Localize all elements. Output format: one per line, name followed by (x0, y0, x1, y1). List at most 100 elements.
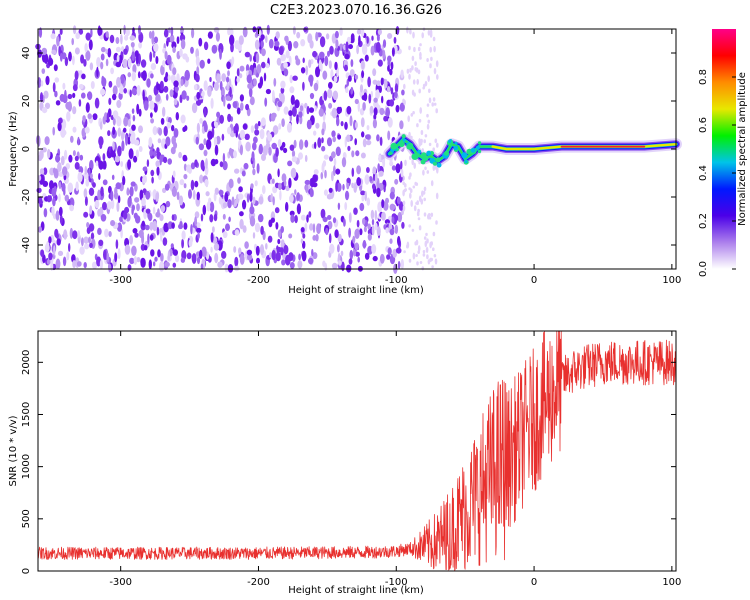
noise-speckle (383, 115, 388, 122)
noise-speckle (297, 260, 303, 269)
noise-speckle (186, 95, 190, 101)
noise-speckle (389, 228, 395, 236)
noise-speckle (196, 227, 202, 233)
noise-speckle (156, 226, 160, 236)
noise-speckle (175, 112, 179, 121)
noise-speckle-sparse (412, 185, 416, 189)
noise-speckle (371, 35, 374, 41)
noise-speckle (215, 32, 220, 42)
noise-speckle (55, 258, 61, 270)
noise-speckle (283, 244, 289, 255)
noise-speckle (181, 90, 187, 100)
noise-speckle (190, 46, 194, 54)
noise-speckle (74, 47, 80, 55)
noise-speckle (129, 134, 136, 145)
noise-speckle (158, 127, 163, 136)
noise-speckle-sparse (425, 232, 428, 237)
noise-speckle (369, 105, 374, 114)
noise-speckle (115, 37, 120, 44)
noise-speckle-sparse (423, 186, 427, 192)
noise-speckle (348, 212, 352, 223)
noise-speckle (225, 95, 232, 102)
noise-speckle (302, 240, 306, 249)
noise-speckle (155, 192, 159, 202)
noise-speckle (288, 177, 292, 189)
noise-speckle (112, 126, 116, 135)
noise-speckle (289, 74, 293, 84)
spectrogram-x-ticks: -300 -200 -100 0 100 (109, 29, 681, 286)
noise-speckle (123, 116, 129, 127)
noise-speckle (182, 154, 188, 161)
noise-speckle (334, 30, 339, 39)
noise-speckle (85, 32, 91, 41)
noise-speckle (55, 100, 61, 106)
noise-speckle (308, 211, 312, 218)
noise-speckle-sparse (429, 46, 433, 53)
noise-speckle (319, 51, 325, 59)
noise-speckle (151, 176, 154, 184)
noise-speckle (127, 137, 131, 145)
noise-speckle-sparse (421, 266, 425, 271)
noise-speckle (48, 236, 52, 244)
noise-speckle (304, 154, 308, 163)
noise-speckle-sparse (426, 123, 430, 130)
spectrogram-x-tick-label: 0 (531, 275, 537, 286)
noise-speckle (337, 202, 341, 210)
noise-speckle (324, 169, 327, 179)
colorbar-tick-label: 0.2 (698, 213, 709, 229)
signal-blotch (444, 150, 449, 156)
noise-speckle (227, 70, 230, 77)
noise-speckle (394, 224, 399, 234)
noise-speckle (109, 34, 115, 44)
noise-speckle (59, 214, 63, 225)
noise-speckle (91, 261, 98, 269)
noise-speckle (58, 193, 61, 203)
signal-blotch (477, 149, 482, 154)
noise-speckle-sparse (422, 250, 426, 254)
noise-speckle (298, 152, 303, 160)
noise-speckle (271, 112, 277, 119)
noise-speckle (371, 224, 375, 236)
noise-speckle (167, 158, 172, 165)
noise-speckle (57, 250, 64, 256)
noise-speckle (236, 107, 241, 115)
noise-speckle (329, 45, 334, 55)
noise-speckle-sparse (433, 102, 437, 106)
noise-speckle (112, 85, 118, 96)
noise-speckle (360, 117, 365, 128)
noise-speckle (116, 201, 120, 212)
noise-speckle (231, 196, 235, 206)
spectrogram-y-tick-label: 0 (21, 146, 32, 152)
colorbar-ticks: 0.0 0.2 0.4 0.6 0.8 (698, 69, 736, 277)
noise-speckle (112, 117, 116, 126)
noise-speckle-sparse (431, 102, 435, 107)
noise-speckle (57, 122, 62, 132)
noise-speckle (247, 83, 251, 89)
noise-speckle (188, 239, 193, 248)
noise-speckle (44, 243, 50, 253)
noise-speckle (191, 253, 197, 264)
noise-speckle (283, 147, 288, 154)
noise-speckle (88, 236, 91, 244)
noise-speckle (47, 148, 51, 159)
noise-speckle (164, 261, 170, 268)
noise-speckle (309, 223, 314, 231)
noise-speckle (113, 191, 119, 200)
noise-speckle (389, 191, 395, 200)
noise-speckle (97, 208, 101, 217)
noise-speckle (376, 34, 380, 42)
noise-speckle-sparse (428, 88, 431, 94)
noise-speckle (117, 145, 122, 157)
noise-speckle (84, 196, 88, 206)
noise-speckle (365, 134, 371, 140)
noise-speckle (201, 246, 207, 257)
noise-speckle (349, 69, 355, 77)
noise-speckle (237, 193, 244, 200)
noise-speckle (250, 96, 255, 106)
noise-speckle (342, 183, 345, 191)
noise-speckle (287, 160, 293, 167)
noise-speckle-sparse (430, 180, 434, 187)
noise-speckle (156, 83, 161, 91)
noise-speckle (318, 59, 322, 70)
noise-speckle (298, 111, 303, 118)
